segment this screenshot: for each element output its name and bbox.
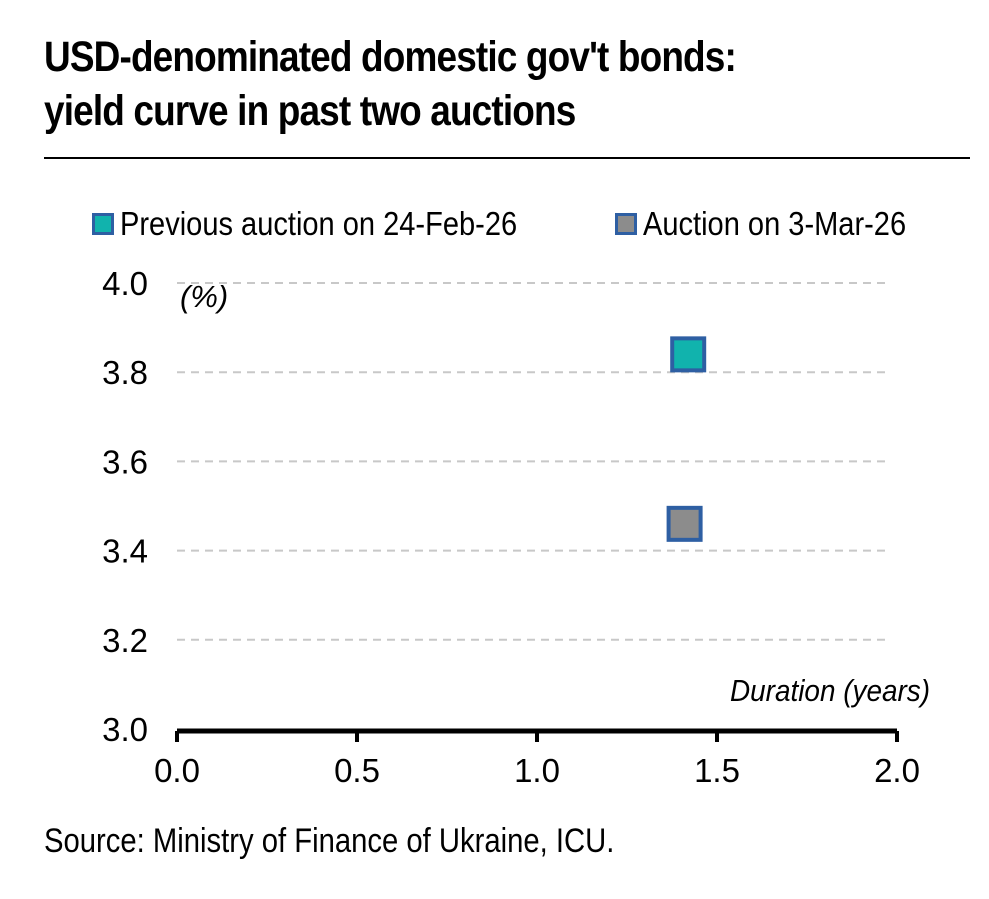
legend-item-previous-auction: Previous auction on 24-Feb-26 <box>92 205 571 243</box>
legend-swatch-current-auction <box>615 213 638 235</box>
marker-previous-auction <box>670 336 707 373</box>
y-tick-label-4-0: 4.0 <box>102 265 148 302</box>
x-tick-label-1-5: 1.5 <box>694 752 740 789</box>
x-tick-label-0-0: 0.0 <box>154 752 200 789</box>
chart-legend: Previous auction on 24-Feb-26 Auction on… <box>92 202 986 246</box>
legend-label-previous-auction: Previous auction on 24-Feb-26 <box>120 205 518 242</box>
y-axis-label: (%) <box>180 279 228 314</box>
legend-item-current-auction: Auction on 3-Mar-26 <box>615 205 942 243</box>
chart-title-line-1: USD-denominated domestic gov't bonds: <box>44 33 737 81</box>
source-note: Source: Ministry of Finance of Ukraine, … <box>44 822 615 860</box>
legend-label-current-auction: Auction on 3-Mar-26 <box>643 205 907 242</box>
chart-title-line-2: yield curve in past two auctions <box>44 87 576 135</box>
gridlines <box>177 282 890 641</box>
y-tick-label-3-6: 3.6 <box>102 443 148 480</box>
marker-current-auction <box>666 505 703 542</box>
x-axis <box>175 728 899 742</box>
x-tick-label-2-0: 2.0 <box>874 752 920 789</box>
data-markers <box>666 336 707 542</box>
title-divider <box>44 157 970 159</box>
x-axis-label: Duration (years) <box>730 674 930 709</box>
y-tick-label-3-2: 3.2 <box>102 622 148 659</box>
y-tick-label-3-0: 3.0 <box>102 711 148 748</box>
y-tick-label-3-4: 3.4 <box>102 533 148 570</box>
chart-title: USD-denominated domestic gov't bonds: yi… <box>44 30 844 138</box>
x-tick-label-1-0: 1.0 <box>514 752 560 789</box>
x-tick-label-0-5: 0.5 <box>334 752 380 789</box>
y-axis-tick-labels: 3.0 3.2 3.4 3.6 3.8 4.0 <box>102 265 148 748</box>
legend-swatch-previous-auction <box>92 213 114 235</box>
x-axis-tick-labels: 0.0 0.5 1.0 1.5 2.0 <box>154 752 920 789</box>
y-tick-label-3-8: 3.8 <box>102 354 148 391</box>
